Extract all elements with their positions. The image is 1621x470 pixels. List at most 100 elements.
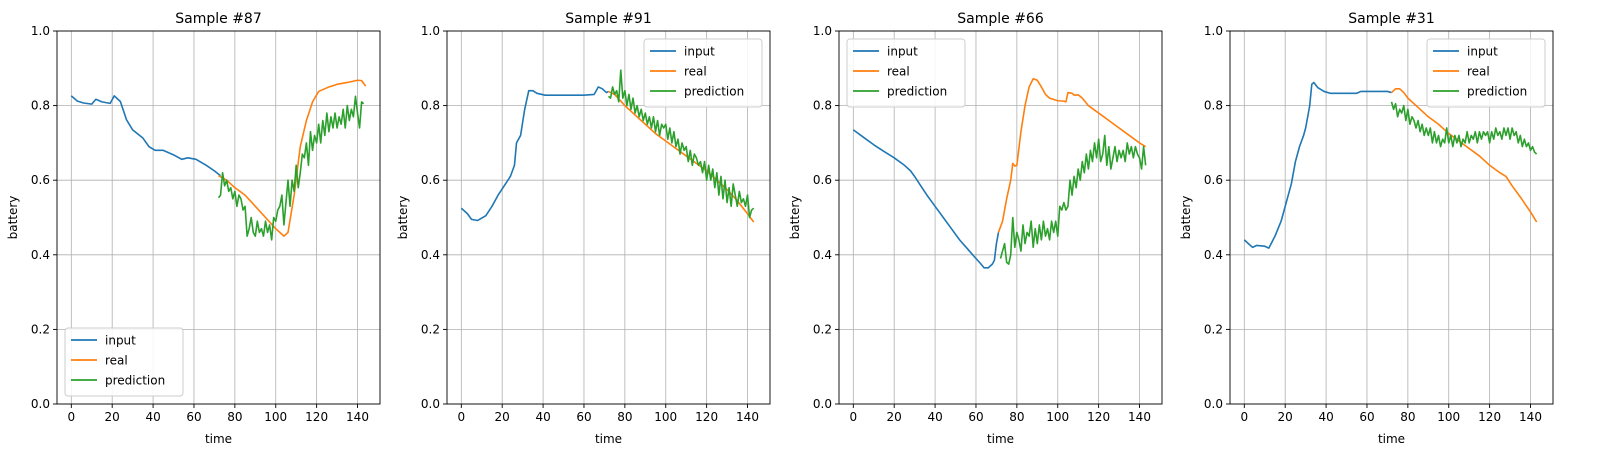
x-axis-label: time: [987, 432, 1014, 446]
series-line-real: [218, 79, 367, 237]
x-tick-label: 40: [927, 410, 942, 424]
y-tick-label: 0.8: [1204, 99, 1223, 113]
x-tick-label: 80: [1400, 410, 1415, 424]
legend-label-real: real: [1467, 65, 1490, 79]
chart-panel-1: 0 20 40 60 80 100 120 140 0.0 0.2 0.4 0.6 0.8 1.0 Samp…: [6, 11, 381, 446]
legend-box: [643, 38, 763, 108]
chart-title: Sample #66: [957, 11, 1044, 27]
x-tick-label: 140: [1519, 410, 1542, 424]
legend-label-real: real: [105, 354, 128, 368]
legend-label-real: real: [887, 65, 910, 79]
legend: input real prediction: [1426, 38, 1546, 108]
x-tick-label: 80: [1009, 410, 1024, 424]
x-axis-label: time: [205, 432, 232, 446]
legend-label-input: input: [887, 45, 918, 59]
legend-label-prediction: prediction: [684, 85, 744, 99]
x-tick-label: 0: [67, 410, 75, 424]
x-tick-label: 20: [887, 410, 902, 424]
series-line-prediction: [607, 69, 755, 219]
x-axis-label: time: [1378, 432, 1405, 446]
y-tick-label: 0.2: [1204, 322, 1223, 336]
x-tick-label: 120: [1087, 410, 1110, 424]
y-tick-label: 0.0: [31, 397, 50, 411]
legend-box: [64, 327, 184, 397]
chart-panel-4: 0 20 40 60 80 100 120 140 0.0 0.2 0.4 0.6 0.8 1.0 Samp…: [1179, 11, 1554, 446]
series-line-input: [852, 129, 1000, 269]
y-tick-label: 0.0: [813, 397, 832, 411]
x-tick-label: 120: [1478, 410, 1501, 424]
legend: input real prediction: [846, 38, 966, 108]
y-tick-label: 1.0: [31, 24, 50, 38]
x-tick-label: 140: [736, 410, 759, 424]
x-tick-label: 100: [654, 410, 677, 424]
y-tick-label: 0.6: [31, 173, 50, 187]
y-tick-label: 0.0: [421, 397, 440, 411]
x-tick-label: 60: [576, 410, 591, 424]
y-tick-label: 0.2: [31, 322, 50, 336]
y-tick-label: 1.0: [421, 24, 440, 38]
y-axis-label: battery: [396, 196, 410, 240]
y-tick-label: 0.4: [421, 248, 440, 262]
legend-box: [1426, 38, 1546, 108]
x-tick-label: 100: [264, 410, 287, 424]
legend-label-prediction: prediction: [105, 374, 165, 388]
y-axis-label: battery: [6, 196, 20, 240]
legend: input real prediction: [643, 38, 763, 108]
legend-box: [846, 38, 966, 108]
x-tick-label: 100: [1046, 410, 1069, 424]
legend-label-input: input: [684, 45, 715, 59]
series-line-real: [997, 77, 1147, 233]
x-tick-label: 100: [1437, 410, 1460, 424]
x-tick-label: 40: [535, 410, 550, 424]
x-tick-label: 60: [968, 410, 983, 424]
y-tick-label: 0.4: [813, 248, 832, 262]
y-tick-label: 0.8: [31, 99, 50, 113]
x-tick-label: 120: [305, 410, 328, 424]
x-tick-label: 140: [1128, 410, 1151, 424]
x-tick-label: 60: [186, 410, 201, 424]
x-tick-label: 140: [346, 410, 369, 424]
y-tick-label: 0.2: [421, 322, 440, 336]
y-tick-label: 0.2: [813, 322, 832, 336]
legend-label-real: real: [684, 65, 707, 79]
y-axis-label: battery: [788, 196, 802, 240]
axes-frame: [838, 30, 1163, 405]
x-axis-label: time: [595, 432, 622, 446]
axes-frame: [1229, 30, 1554, 405]
y-tick-label: 0.0: [1204, 397, 1223, 411]
y-tick-label: 0.6: [813, 173, 832, 187]
series-line-input: [460, 86, 609, 222]
y-tick-label: 0.4: [1204, 248, 1223, 262]
x-tick-label: 20: [105, 410, 120, 424]
x-tick-label: 0: [457, 410, 465, 424]
y-tick-label: 1.0: [813, 24, 832, 38]
y-tick-label: 1.0: [1204, 24, 1223, 38]
y-tick-label: 0.4: [31, 248, 50, 262]
x-tick-label: 0: [849, 410, 857, 424]
series-line-prediction: [217, 95, 365, 241]
y-tick-label: 0.6: [1204, 173, 1223, 187]
x-tick-label: 40: [1318, 410, 1333, 424]
y-tick-label: 0.8: [421, 99, 440, 113]
series-line-input: [1243, 81, 1392, 249]
series-line-prediction: [999, 134, 1147, 265]
legend-label-input: input: [1467, 45, 1498, 59]
chart-panel-2: 0 20 40 60 80 100 120 140 0.0 0.2 0.4 0.6 0.8 1.0 Samp…: [396, 11, 771, 446]
legend: input real prediction: [64, 327, 184, 397]
chart-title: Sample #91: [565, 11, 652, 27]
series-line-input: [70, 95, 222, 177]
series-line-prediction: [1390, 101, 1538, 155]
x-tick-label: 20: [495, 410, 510, 424]
axes-frame: [446, 30, 771, 405]
legend-label-input: input: [105, 334, 136, 348]
y-tick-label: 0.6: [421, 173, 440, 187]
x-tick-label: 80: [227, 410, 242, 424]
series-line-real: [1390, 88, 1538, 223]
x-tick-label: 20: [1278, 410, 1293, 424]
chart-panel-3: 0 20 40 60 80 100 120 140 0.0 0.2 0.4 0.6 0.8 1.0 Samp…: [788, 11, 1163, 446]
axes-frame: [56, 30, 381, 405]
x-tick-label: 40: [145, 410, 160, 424]
legend-label-prediction: prediction: [887, 85, 947, 99]
legend-label-prediction: prediction: [1467, 85, 1527, 99]
